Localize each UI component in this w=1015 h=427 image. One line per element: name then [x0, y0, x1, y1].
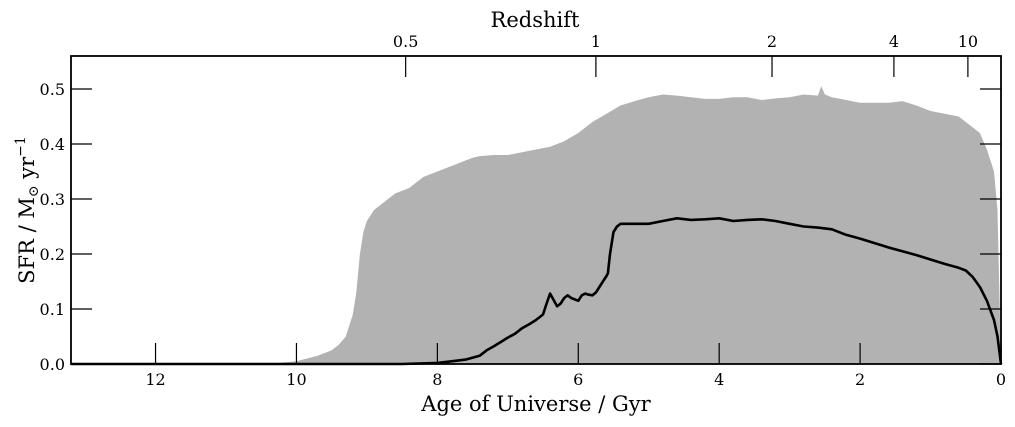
x-tick-label: 4 — [714, 370, 724, 389]
redshift-tick-label: 10 — [958, 32, 978, 51]
tick-marks — [71, 56, 1002, 365]
y-tick-label: 0.3 — [40, 190, 65, 209]
y-tick-label: 0.4 — [40, 135, 65, 154]
y-tick-label: 0.0 — [40, 355, 65, 374]
top-axis-title: Redshift — [491, 8, 580, 32]
sfr-range-band — [71, 86, 1001, 365]
x-tick-label: 2 — [855, 370, 865, 389]
y-axis-title-exponent: −1 — [13, 136, 29, 157]
y-axis-title-main: SFR / M — [15, 197, 39, 284]
x-tick-label: 8 — [432, 370, 442, 389]
y-axis-title-units: yr — [15, 156, 39, 186]
plot-area — [71, 86, 1003, 366]
tick-labels: 12 10 8 6 4 2 00.00.10.20.30.40.50.5 1 2 4 10 — [40, 32, 1007, 389]
axes-frame — [70, 55, 1002, 365]
redshift-tick-label: 2 — [767, 32, 777, 51]
y-tick-label: 0.1 — [40, 300, 65, 319]
y-axis-title-sun-symbol: ⊙ — [26, 185, 42, 197]
x-tick-label: 6 — [573, 370, 583, 389]
y-tick-label: 0.5 — [40, 80, 65, 99]
x-axis-title: Age of Universe / Gyr — [420, 392, 651, 416]
redshift-tick-label: 4 — [889, 32, 899, 51]
sfr-median-line — [71, 217, 1003, 366]
redshift-tick-label: 1 — [591, 32, 601, 51]
x-tick-label: 10 — [286, 370, 306, 389]
y-axis-title: SFR / M⊙ yr−1 — [13, 136, 42, 284]
x-tick-label: 0 — [996, 370, 1006, 389]
y-tick-label: 0.2 — [40, 245, 65, 264]
redshift-tick-label: 0.5 — [393, 32, 418, 51]
x-tick-label: 12 — [145, 370, 165, 389]
